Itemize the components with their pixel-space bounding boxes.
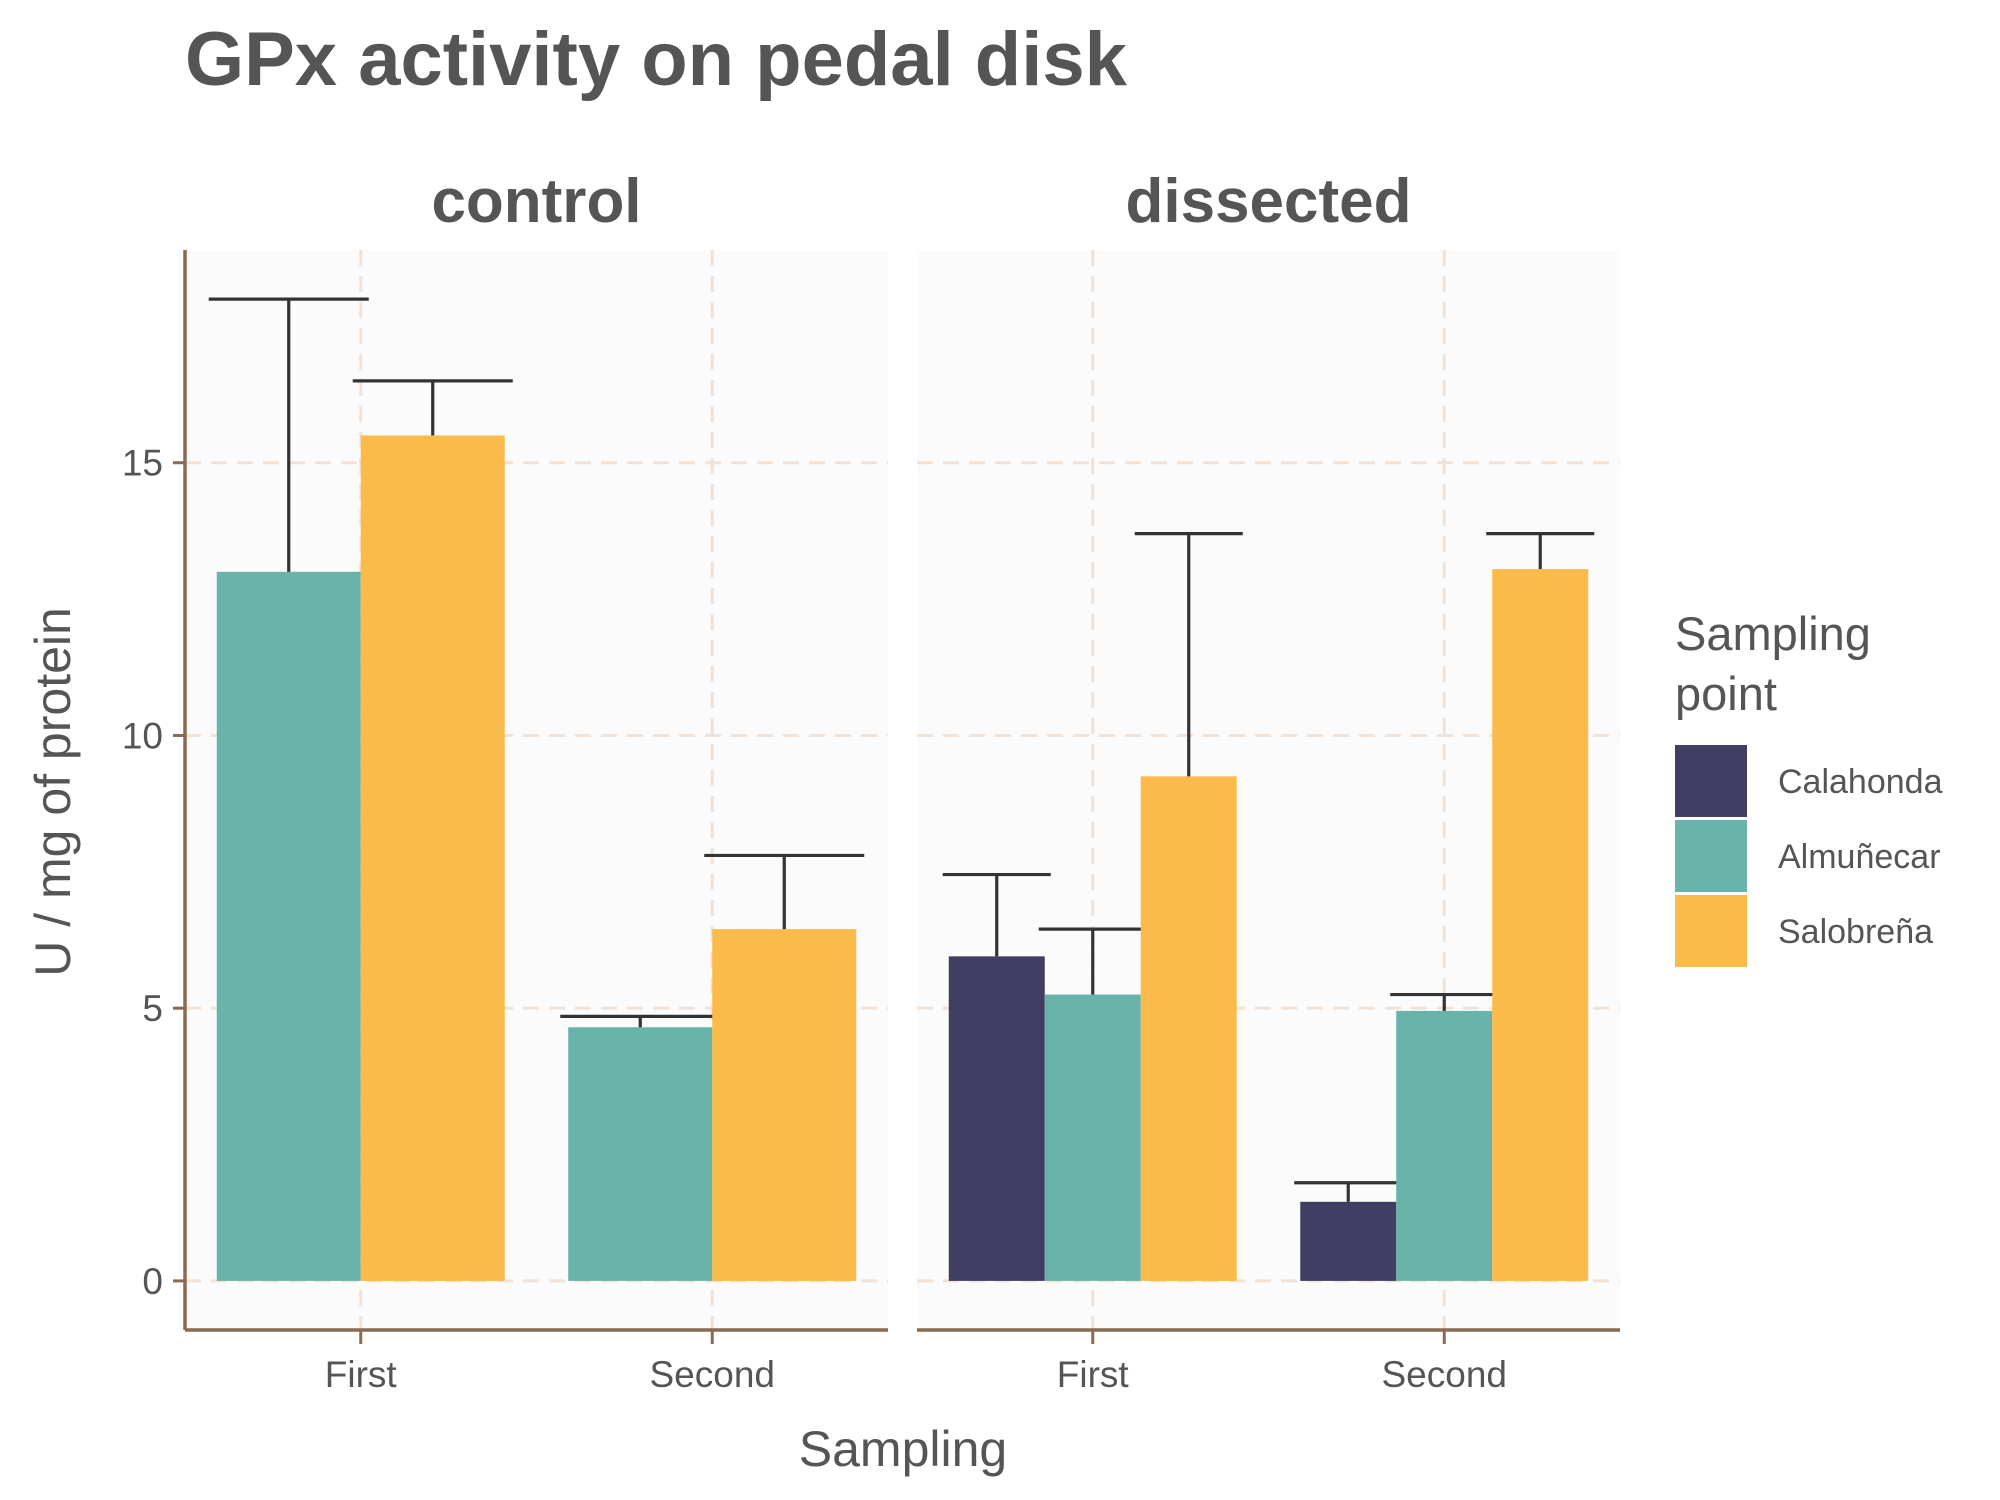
y-tick-label: 15 — [122, 443, 163, 484]
legend-title: Sampling — [1675, 607, 1871, 660]
bar-Calahonda-Second — [1300, 1201, 1397, 1281]
chart-title: GPx activity on pedal disk — [185, 17, 1128, 102]
facet-panel-dissected: dissected First Second — [917, 167, 1620, 1395]
x-tick-label: First — [1057, 1354, 1130, 1395]
x-axis-title: Sampling — [799, 1421, 1007, 1477]
legend-swatch-Salobreña — [1675, 895, 1747, 967]
legend-title: point — [1675, 667, 1777, 720]
bar-Almuñecar-First — [1044, 994, 1141, 1281]
y-tick-label: 0 — [142, 1261, 163, 1302]
x-tick-label: Second — [650, 1354, 776, 1395]
bar-Almuñecar-Second — [1396, 1010, 1493, 1281]
facet-label-control: control — [431, 167, 641, 236]
facet-label-dissected: dissected — [1125, 167, 1411, 236]
y-tick-label: 10 — [122, 715, 163, 756]
bar-Salobreña-First — [360, 435, 505, 1281]
legend-label-Salobreña: Salobreña — [1778, 913, 1933, 951]
legend-label-Calahonda: Calahonda — [1778, 763, 1943, 801]
bar-Salobreña-Second — [1492, 569, 1589, 1281]
y-tick-label: 5 — [142, 988, 163, 1029]
bar-Salobreña-First — [1140, 776, 1237, 1281]
y-axis-title: U / mg of protein — [25, 607, 81, 977]
bar-Almuñecar-Second — [568, 1027, 713, 1281]
bar-Calahonda-First — [948, 956, 1045, 1281]
legend-swatch-Almuñecar — [1675, 820, 1747, 892]
facet-panels: control First Second 0 5 10 15 dissected First Se… — [122, 167, 1620, 1395]
bar-Salobreña-Second — [712, 929, 857, 1281]
legend-swatch-Calahonda — [1675, 745, 1747, 817]
legend: Sampling point Calahonda Almuñecar Salobreña — [1675, 607, 1943, 967]
facet-panel-control: control First Second 0 5 10 15 — [122, 167, 888, 1395]
legend-label-Almuñecar: Almuñecar — [1778, 838, 1941, 876]
bar-Almuñecar-First — [216, 571, 361, 1281]
x-tick-label: Second — [1382, 1354, 1508, 1395]
x-tick-label: First — [325, 1354, 398, 1395]
